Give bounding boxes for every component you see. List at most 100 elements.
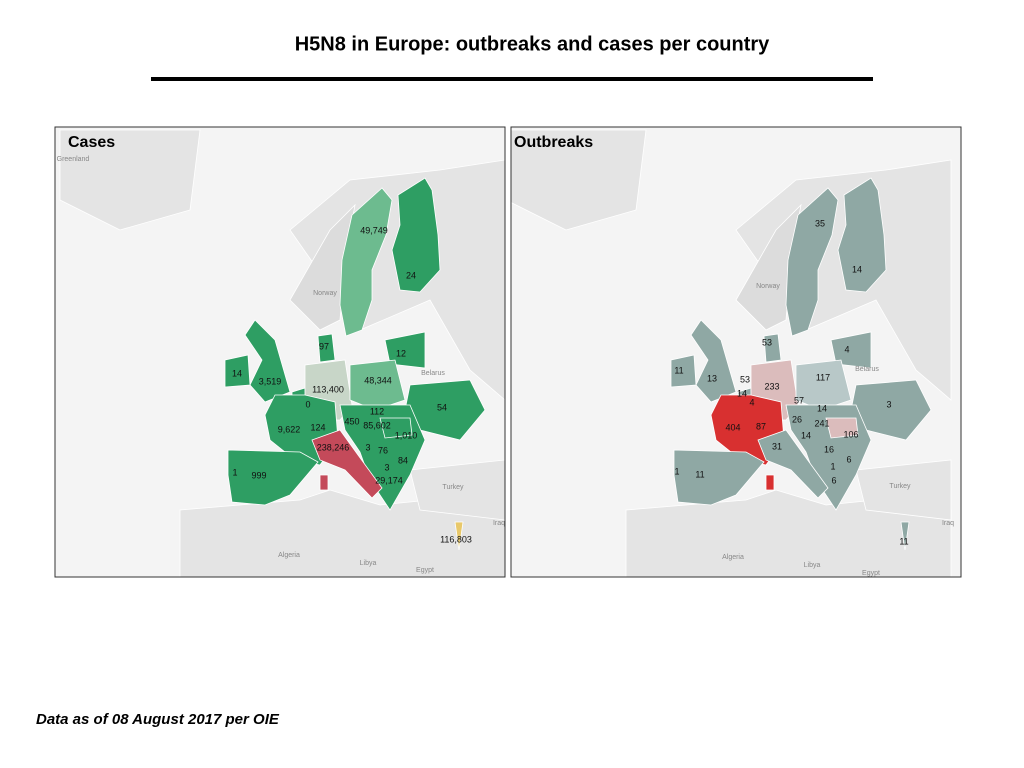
country bbox=[319, 474, 329, 491]
country bbox=[785, 187, 839, 337]
value-label: 53 bbox=[762, 337, 772, 347]
place-label: Belarus bbox=[855, 366, 879, 373]
place-label: Greenland bbox=[57, 156, 90, 163]
country bbox=[409, 459, 505, 521]
footnote: Data as of 08 August 2017 per OIE bbox=[36, 711, 280, 728]
value-label: 14 bbox=[852, 264, 862, 274]
country bbox=[765, 474, 775, 491]
value-label: 26 bbox=[792, 414, 802, 424]
value-label: 48,344 bbox=[364, 375, 392, 385]
country bbox=[59, 129, 201, 231]
value-label: 1 bbox=[232, 467, 237, 477]
value-label: 24 bbox=[406, 270, 416, 280]
country bbox=[670, 354, 697, 388]
place-label: Algeria bbox=[722, 554, 744, 561]
value-label: 1 bbox=[830, 461, 835, 471]
place-label: Iraq bbox=[493, 520, 505, 527]
value-label: 87 bbox=[756, 421, 766, 431]
country bbox=[757, 429, 829, 499]
country bbox=[317, 333, 336, 363]
place-label: Egypt bbox=[416, 567, 434, 574]
value-label: 14 bbox=[817, 403, 827, 413]
country bbox=[673, 449, 765, 506]
value-label: 13 bbox=[707, 373, 717, 383]
value-label: 233 bbox=[764, 381, 779, 391]
value-label: 404 bbox=[725, 422, 740, 432]
place-label: Norway bbox=[313, 290, 337, 297]
value-label: 9,622 bbox=[278, 424, 301, 434]
value-label: 16 bbox=[824, 444, 834, 454]
panel-frame bbox=[510, 126, 962, 578]
value-label: 12 bbox=[396, 348, 406, 358]
country bbox=[690, 319, 737, 403]
value-label: 3 bbox=[384, 462, 389, 472]
value-label: 106 bbox=[843, 429, 858, 439]
value-label: 116,803 bbox=[440, 534, 472, 544]
value-label: 3 bbox=[886, 399, 891, 409]
value-label: 11 bbox=[899, 536, 908, 546]
country bbox=[855, 459, 952, 521]
value-label: 54 bbox=[437, 402, 447, 412]
place-label: Turkey bbox=[442, 484, 464, 491]
value-label: 11 bbox=[674, 365, 683, 375]
country bbox=[311, 429, 383, 499]
value-label: 999 bbox=[251, 470, 266, 480]
place-label: Norway bbox=[756, 283, 780, 290]
slide-title: H5N8 in Europe: outbreaks and cases per … bbox=[295, 33, 770, 55]
value-label: 14 bbox=[232, 368, 242, 378]
place-label: Algeria bbox=[278, 552, 300, 559]
value-label: 124 bbox=[310, 422, 325, 432]
panel-frame bbox=[54, 126, 506, 578]
place-label: Libya bbox=[804, 562, 821, 569]
value-label: 35 bbox=[815, 218, 825, 228]
country bbox=[379, 417, 413, 439]
land bbox=[59, 129, 505, 577]
country bbox=[763, 333, 782, 363]
value-label: 238,246 bbox=[317, 442, 350, 452]
value-label: 3 bbox=[365, 442, 370, 452]
value-label: 6 bbox=[831, 475, 836, 485]
value-label: 29,174 bbox=[375, 475, 403, 485]
place-label: Turkey bbox=[889, 483, 911, 490]
land bbox=[511, 129, 952, 577]
country bbox=[825, 417, 859, 439]
value-label: 85,602 bbox=[363, 420, 391, 430]
value-label: 53 bbox=[740, 374, 750, 384]
country bbox=[511, 129, 647, 231]
country bbox=[900, 521, 910, 551]
title-rule bbox=[151, 77, 873, 81]
panel-title: Cases bbox=[68, 134, 115, 151]
value-label: 4 bbox=[749, 397, 754, 407]
country bbox=[224, 354, 251, 388]
value-label: 1,010 bbox=[395, 430, 418, 440]
value-label: 14 bbox=[737, 388, 747, 398]
value-label: 4 bbox=[844, 344, 849, 354]
value-label: 117 bbox=[816, 372, 830, 382]
value-label: 31 bbox=[772, 441, 782, 451]
place-label: Libya bbox=[360, 560, 377, 567]
value-label: 76 bbox=[378, 445, 388, 455]
value-label: 1 bbox=[674, 466, 679, 476]
value-label: 3,519 bbox=[259, 376, 282, 386]
cases-map: Greenland Norway Belarus Turkey Iraq Algeria L… bbox=[55, 127, 505, 577]
value-label: 97 bbox=[319, 341, 329, 351]
country bbox=[830, 331, 872, 369]
country bbox=[384, 331, 426, 369]
outbreaks-map: Norway Belarus Turkey Iraq Algeria Libya Egypt… bbox=[511, 127, 961, 577]
value-label: 49,749 bbox=[360, 225, 388, 235]
value-label: 84 bbox=[398, 455, 408, 465]
value-label: 112 bbox=[370, 406, 384, 416]
place-label: Belarus bbox=[421, 370, 445, 377]
place-label: Iraq bbox=[942, 520, 954, 527]
place-label: Egypt bbox=[862, 570, 880, 577]
value-label: 450 bbox=[344, 416, 359, 426]
country bbox=[227, 449, 319, 506]
value-label: 113,400 bbox=[312, 384, 344, 394]
country bbox=[454, 521, 464, 551]
country bbox=[837, 177, 887, 293]
value-label: 11 bbox=[695, 469, 704, 479]
value-label: 6 bbox=[846, 454, 851, 464]
country bbox=[339, 187, 393, 337]
